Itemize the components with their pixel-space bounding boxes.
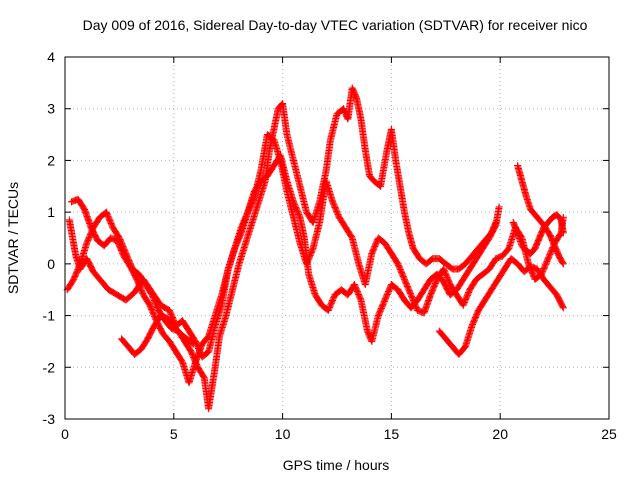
y-tick-label: -1 — [43, 308, 56, 324]
y-tick-label: 0 — [47, 256, 55, 272]
series-track-7 — [509, 211, 567, 258]
data-point — [495, 203, 503, 211]
series-track-5 — [435, 255, 567, 358]
y-tick-label: 4 — [47, 49, 55, 65]
y-tick-label: 2 — [47, 152, 55, 168]
x-axis-label: GPS time / hours — [283, 457, 390, 473]
x-tick-labels: 0 5 10 15 20 25 — [61, 426, 617, 442]
data-point — [76, 261, 84, 269]
series-track-6 — [514, 162, 567, 268]
data-point — [356, 295, 364, 303]
x-tick-label: 10 — [275, 426, 291, 442]
series-track-3 — [68, 131, 567, 387]
data-point — [559, 229, 567, 237]
data-point — [492, 218, 500, 226]
data-point — [189, 340, 197, 348]
x-tick-label: 25 — [601, 426, 617, 442]
data-point — [559, 304, 567, 312]
data-point — [188, 339, 196, 347]
y-axis-label: SDTVAR / TECUs — [5, 182, 21, 294]
x-tick-label: 5 — [170, 426, 178, 442]
y-tick-label: 1 — [47, 204, 55, 220]
chart-title: Day 009 of 2016, Sidereal Day-to-day VTE… — [83, 17, 588, 33]
y-tick-label: 3 — [47, 101, 55, 117]
data-point — [250, 194, 258, 202]
data-point — [308, 246, 316, 254]
data-point — [559, 303, 567, 311]
x-tick-label: 15 — [384, 426, 400, 442]
data-point — [295, 212, 303, 220]
series-track-4 — [118, 312, 197, 358]
x-tick-label: 0 — [61, 426, 69, 442]
y-tick-label: -3 — [43, 411, 56, 427]
plot-frame — [64, 56, 610, 420]
y-tick-label: -2 — [43, 359, 56, 375]
series-track-2 — [63, 84, 500, 413]
data-markers — [63, 84, 567, 413]
y-tick-labels: -3 -2 -1 0 1 2 3 4 — [43, 49, 56, 427]
x-tick-label: 20 — [492, 426, 508, 442]
data-point — [559, 260, 567, 268]
data-point — [559, 259, 567, 267]
axis-ticks — [64, 56, 610, 420]
